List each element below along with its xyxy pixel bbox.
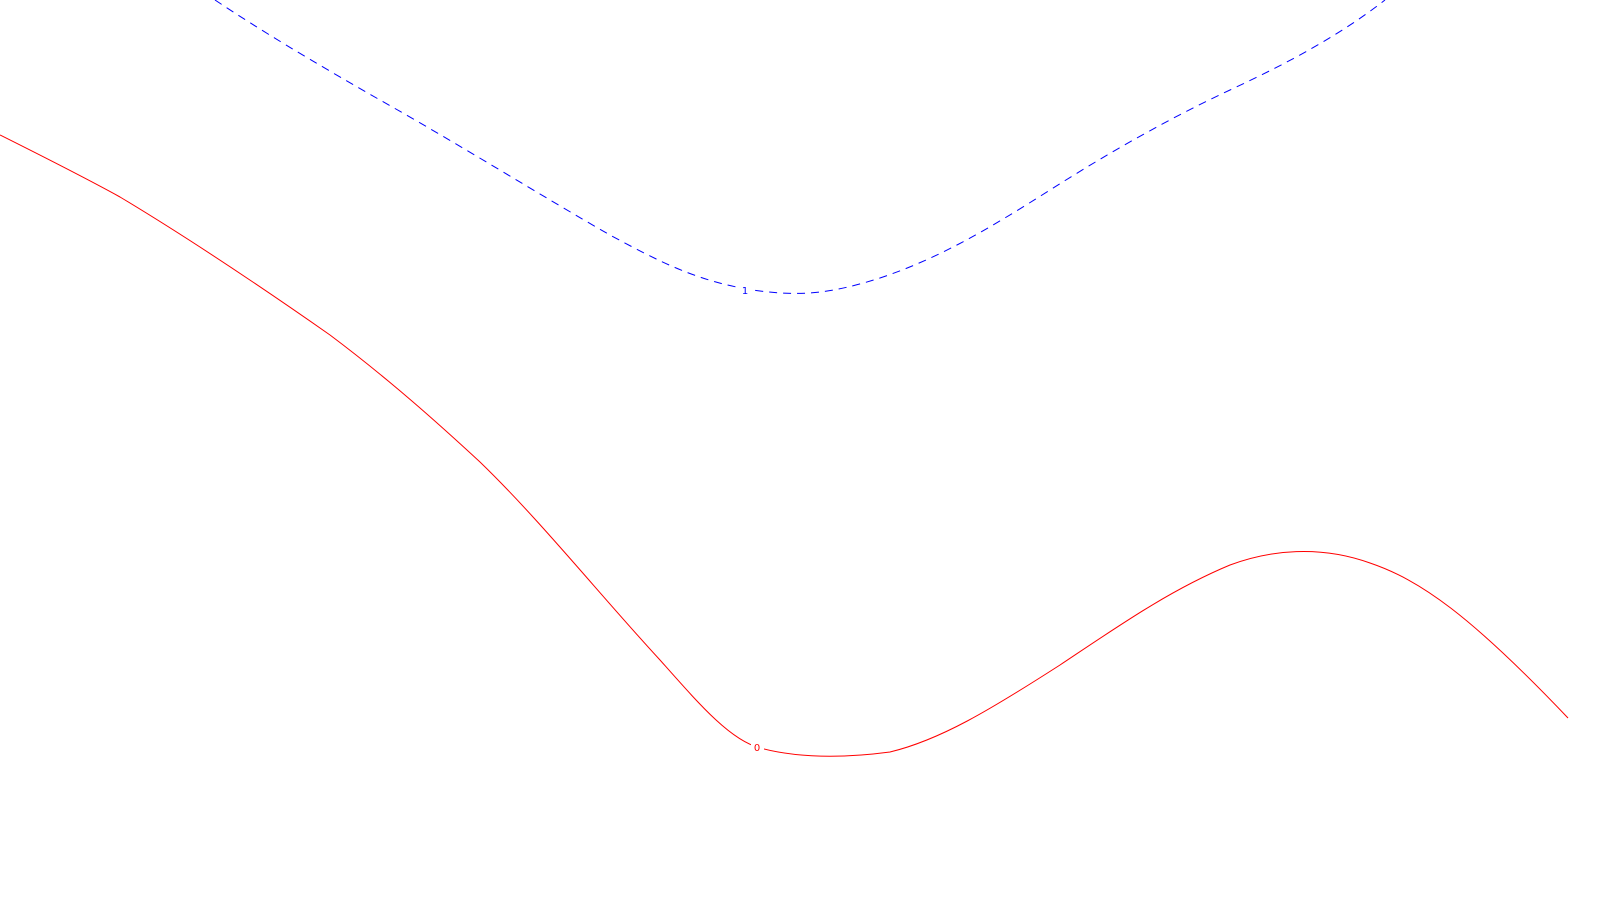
contour-line-level-1 (214, 0, 1386, 294)
contour-label-1-bg (739, 283, 752, 297)
contour-label-0: 0 (754, 743, 760, 754)
contour-label-0-bg (751, 740, 764, 754)
contour-label-1: 1 (742, 286, 748, 297)
